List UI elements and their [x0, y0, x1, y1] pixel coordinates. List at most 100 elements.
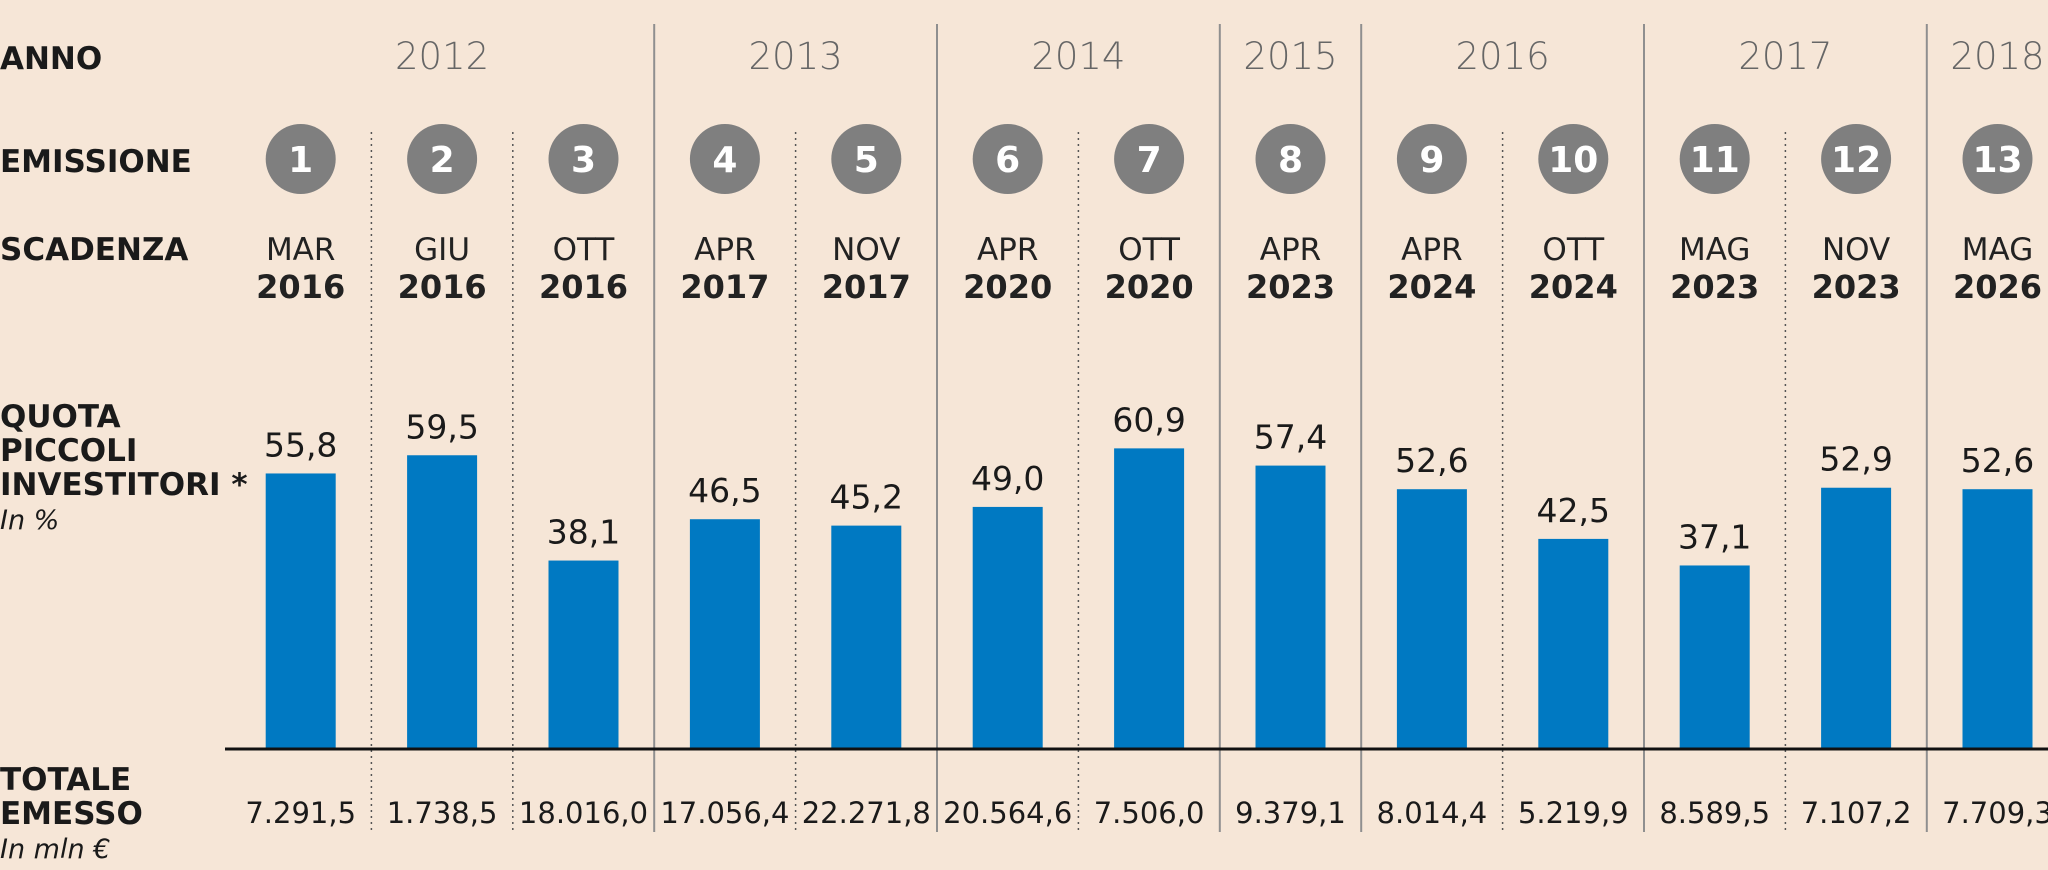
- issue-badge: [1821, 124, 1892, 194]
- year-2013: 2013: [749, 35, 843, 78]
- total-issued-value: 17.056,4: [660, 796, 789, 830]
- issue-badge: [407, 124, 478, 194]
- bar-value-label: 55,8: [264, 425, 337, 464]
- maturity-year: 2024: [1529, 268, 1618, 306]
- bar-value-label: 59,5: [405, 407, 478, 446]
- maturity-year: 2023: [1670, 268, 1759, 306]
- issue-badge: [1396, 124, 1467, 194]
- maturity-month: OTT: [553, 232, 616, 268]
- year-2018: 2018: [1950, 35, 2044, 78]
- column-separators: [370, 24, 1928, 832]
- maturity-year: 2026: [1953, 268, 2042, 306]
- maturity-month: APR: [694, 232, 755, 268]
- bar-value-label: 42,5: [1537, 491, 1610, 530]
- row-labels: ANNO EMISSIONE SCADENZA QUOTA PICCOLI IN…: [0, 41, 248, 865]
- maturity-month: APR: [1401, 232, 1462, 268]
- maturity-year: 2020: [963, 268, 1052, 306]
- issue-number: 9: [1419, 140, 1444, 181]
- issue-badge: [1114, 124, 1185, 194]
- bar-value-label: 52,6: [1961, 441, 2034, 480]
- bar-value-label: 37,1: [1678, 517, 1751, 556]
- total-issued-value: 7.291,5: [245, 796, 356, 830]
- total-issued-value: 7.107,2: [1801, 796, 1912, 830]
- maturity-year: 2016: [398, 268, 487, 306]
- bar-value-label: 52,9: [1819, 440, 1892, 479]
- bar: [831, 525, 902, 748]
- issue-badge: [972, 124, 1043, 194]
- bar-value-label: 38,1: [547, 513, 620, 552]
- quota-unit-label: In %: [0, 505, 59, 536]
- bar: [1821, 487, 1892, 748]
- quota-label-line-2: PICCOLI: [0, 433, 137, 469]
- bar-value-label: 45,2: [830, 478, 903, 517]
- issue-number: 7: [1137, 140, 1162, 181]
- bar: [1396, 489, 1467, 748]
- issue-number: 8: [1278, 140, 1303, 181]
- total-issued-value: 7.709,3: [1942, 796, 2048, 830]
- issue-number: 11: [1690, 140, 1740, 181]
- bar: [972, 506, 1043, 748]
- maturity-month: MAG: [1962, 232, 2033, 268]
- totale-label-line-2: EMESSO: [0, 796, 143, 832]
- year-2012: 2012: [395, 35, 489, 78]
- total-issued-value: 22.271,8: [802, 796, 931, 830]
- total-issued-value: 8.589,5: [1659, 796, 1770, 830]
- issue-badge: [265, 124, 336, 194]
- maturity-month: NOV: [832, 232, 900, 268]
- issue-number: 6: [995, 140, 1020, 181]
- issue-number: 4: [712, 140, 737, 181]
- maturity-year: 2017: [822, 268, 911, 306]
- issue-number: 12: [1831, 140, 1881, 181]
- issue-badge: [1962, 124, 2033, 194]
- quota-label-line-3: INVESTITORI *: [0, 467, 248, 503]
- maturity-year: 2016: [539, 268, 628, 306]
- bar-value-label: 49,0: [971, 459, 1044, 498]
- year-2015: 2015: [1243, 35, 1337, 78]
- total-issued-value: 20.564,6: [943, 796, 1072, 830]
- total-issued-value: 18.016,0: [519, 796, 648, 830]
- bar-value-label: 57,4: [1254, 418, 1327, 457]
- maturity-year: 2024: [1387, 268, 1476, 306]
- total-issued-value: 1.738,5: [387, 796, 498, 830]
- bar: [689, 519, 760, 748]
- scadenza-label: SCADENZA: [0, 232, 188, 268]
- total-issued-value: 5.219,9: [1518, 796, 1629, 830]
- emissione-label: EMISSIONE: [0, 144, 192, 180]
- year-2014: 2014: [1031, 35, 1125, 78]
- year-2016: 2016: [1456, 35, 1550, 78]
- maturity-month: OTT: [1118, 232, 1181, 268]
- issue-number: 10: [1548, 140, 1598, 181]
- issue-number: 13: [1972, 140, 2022, 181]
- issue-number: 3: [571, 140, 596, 181]
- maturity-month: MAG: [1679, 232, 1750, 268]
- bar: [1962, 489, 2033, 748]
- totale-unit-label: In mln €: [0, 834, 110, 865]
- maturity-month: NOV: [1822, 232, 1890, 268]
- maturity-year: 2023: [1812, 268, 1901, 306]
- issue-badge: [548, 124, 619, 194]
- issue-badge: [1538, 124, 1609, 194]
- issue-columns: 1MAR201655,87.291,52GIU201659,51.738,53O…: [245, 124, 2048, 830]
- maturity-year: 2023: [1246, 268, 1335, 306]
- maturity-month: APR: [1260, 232, 1321, 268]
- bar: [548, 560, 619, 748]
- bar-value-label: 52,6: [1395, 441, 1468, 480]
- issue-number: 5: [854, 140, 879, 181]
- issue-badge: [831, 124, 902, 194]
- bar: [265, 473, 336, 748]
- issue-number: 2: [430, 140, 455, 181]
- bar: [407, 455, 478, 748]
- bar: [1255, 465, 1326, 748]
